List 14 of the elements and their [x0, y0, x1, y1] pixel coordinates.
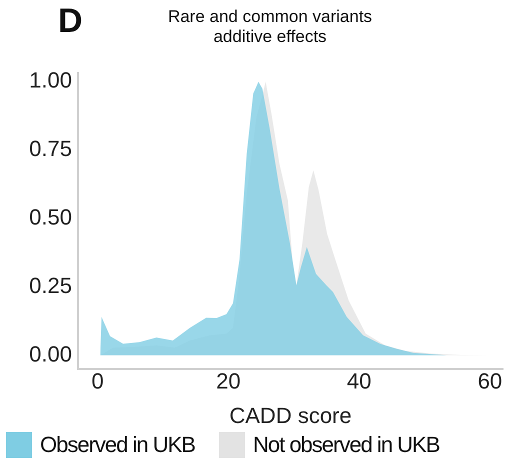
y-tick-label: 0.25	[29, 272, 72, 298]
legend-label: Not observed in UKB	[252, 432, 440, 458]
text: D	[58, 2, 83, 41]
y-tick-label: 0.50	[29, 204, 72, 230]
y-tick-label: 0.00	[29, 341, 72, 366]
y-tick-label: 1.00	[29, 67, 72, 92]
x-tick-label: 0	[91, 368, 104, 394]
x-axis-title: CADD score	[229, 402, 352, 428]
chart-title: Rare and common variants additive effects	[166, 7, 374, 47]
legend-label: Observed in UKB	[40, 432, 195, 458]
y-tick-label: 0.75	[29, 136, 72, 161]
x-tick-label: 40	[346, 368, 372, 394]
x-tick-label: 60	[478, 368, 502, 394]
x-tick-label: 20	[216, 368, 241, 394]
